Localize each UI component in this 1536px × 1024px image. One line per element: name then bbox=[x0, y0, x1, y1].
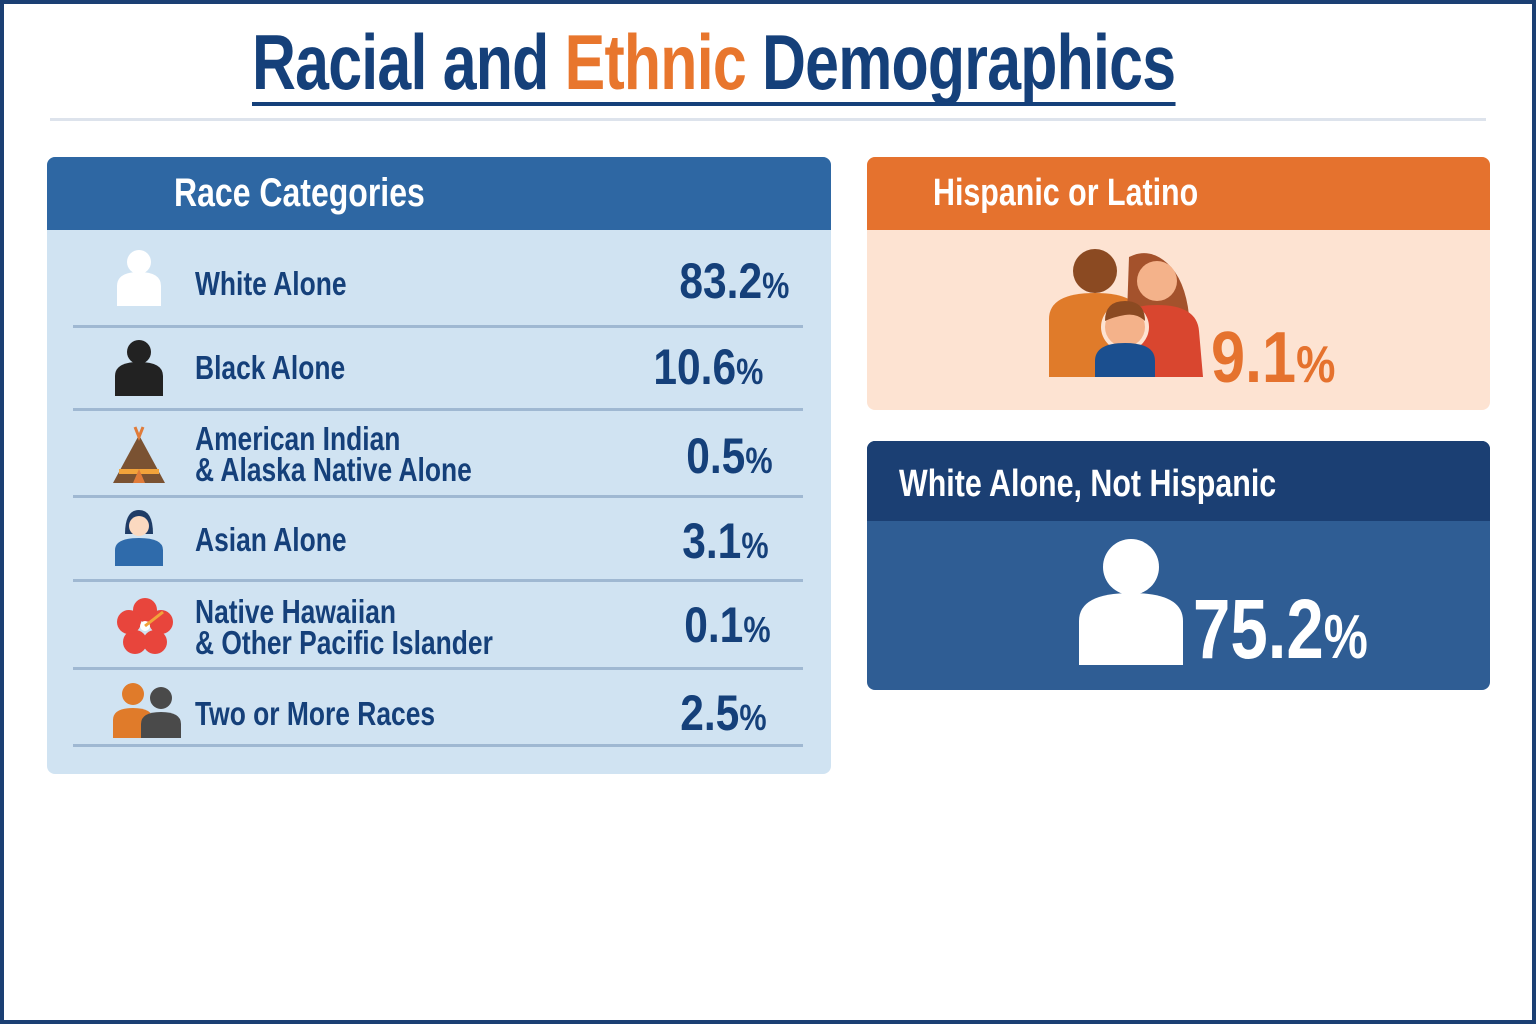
race-label: White Alone bbox=[195, 265, 347, 302]
race-label-line1: American Indian bbox=[195, 420, 401, 457]
teepee-icon bbox=[113, 426, 165, 483]
white-not-hispanic-header: White Alone, Not Hispanic bbox=[867, 441, 1490, 521]
race-label: Two or More Races bbox=[195, 695, 436, 732]
hispanic-header: Hispanic or Latino bbox=[867, 157, 1490, 230]
hispanic-value: 9.1% bbox=[1211, 318, 1336, 398]
asian-woman-icon bbox=[115, 510, 163, 566]
race-label: Asian Alone bbox=[195, 521, 347, 558]
race-row-asian: Asian Alone 3.1% bbox=[73, 498, 803, 582]
race-panel-header: Race Categories bbox=[47, 157, 831, 230]
white-not-hispanic-card: White Alone, Not Hispanic 75.2% bbox=[867, 441, 1490, 690]
race-row-two-or-more: Two or More Races 2.5% bbox=[73, 670, 803, 747]
race-value: 83.2% bbox=[679, 253, 789, 309]
hibiscus-icon bbox=[117, 598, 173, 654]
race-label-line1: Native Hawaiian bbox=[195, 593, 397, 630]
race-value: 3.1% bbox=[682, 513, 769, 569]
race-value: 10.6% bbox=[653, 339, 763, 395]
two-people-icon bbox=[113, 683, 181, 738]
divider bbox=[50, 118, 1486, 121]
hispanic-card: Hispanic or Latino 9.1% bbox=[867, 157, 1490, 410]
white-not-hispanic-title: White Alone, Not Hispanic bbox=[899, 463, 1277, 505]
race-value: 0.1% bbox=[684, 597, 771, 653]
race-label-line2: & Other Pacific Islander bbox=[195, 624, 493, 661]
race-row-black: Black Alone 10.6% bbox=[73, 328, 803, 411]
race-value: 0.5% bbox=[686, 428, 773, 484]
title-part1: Racial and bbox=[252, 18, 565, 106]
page-title: Racial and Ethnic Demographics bbox=[252, 22, 1176, 106]
race-row-white: White Alone 83.2% bbox=[73, 230, 803, 328]
race-value: 2.5% bbox=[680, 685, 767, 741]
race-label-line2: & Alaska Native Alone bbox=[195, 451, 472, 488]
title-part2: Demographics bbox=[745, 18, 1176, 106]
family-icon bbox=[1049, 249, 1203, 377]
race-label: Black Alone bbox=[195, 349, 346, 386]
race-row-american-indian: American Indian & Alaska Native Alone 0.5… bbox=[73, 411, 803, 498]
race-row-native-hawaiian: Native Hawaiian & Other Pacific Islander … bbox=[73, 582, 803, 670]
race-panel: Race Categories White Alone 83.2% Black … bbox=[47, 157, 831, 774]
black-person-icon bbox=[115, 340, 163, 396]
title-accent: Ethnic bbox=[564, 18, 747, 106]
race-panel-title: Race Categories bbox=[174, 171, 425, 215]
person-icon bbox=[1079, 539, 1183, 665]
white-person-icon bbox=[117, 250, 161, 306]
white-not-hispanic-value: 75.2% bbox=[1193, 582, 1368, 676]
hispanic-title: Hispanic or Latino bbox=[933, 172, 1199, 214]
